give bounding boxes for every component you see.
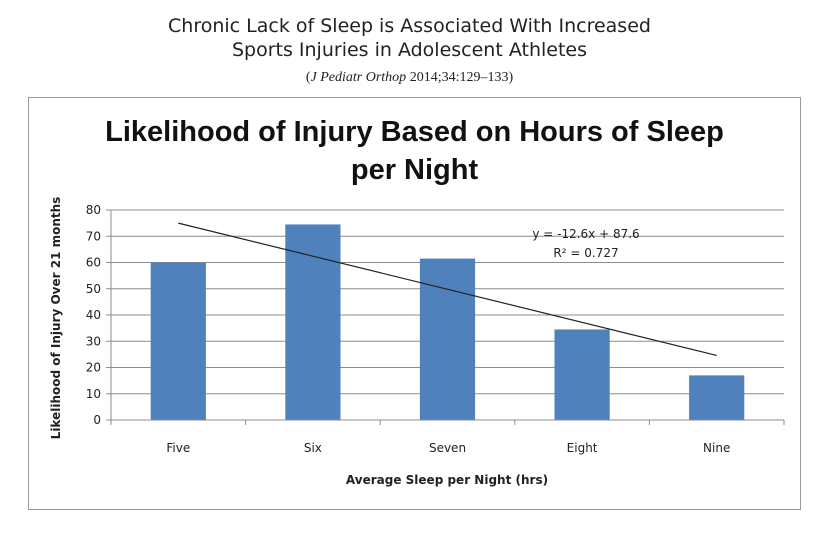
x-tick-labels: Five Six Seven Eight Nine <box>166 441 730 455</box>
bar-six <box>285 224 341 420</box>
x-tick-label: Eight <box>567 441 598 455</box>
chart-frame <box>28 97 801 510</box>
y-tick-label: 30 <box>86 334 101 348</box>
citation-open: ( <box>305 70 311 85</box>
x-tick-label: Five <box>166 441 190 455</box>
bar-nine <box>689 375 745 420</box>
page-title-line-1: Chronic Lack of Sleep is Associated With… <box>168 15 651 37</box>
trendline-group: y = -12.6x + 87.6 R² = 0.727 <box>178 222 717 357</box>
trendline <box>178 222 717 357</box>
bars <box>150 224 745 420</box>
citation: (J Pediatr Orthop 2014;34:129–133) <box>0 70 819 86</box>
axes <box>110 210 785 425</box>
x-tick-label: Nine <box>703 441 730 455</box>
y-tick-label: 80 <box>86 203 101 217</box>
y-tick-label: 40 <box>86 308 101 322</box>
y-tick-label: 50 <box>86 282 101 296</box>
x-tick-label: Seven <box>429 441 466 455</box>
bar-eight <box>554 329 610 420</box>
y-tick-labels: 0 10 20 30 40 50 60 70 80 <box>86 203 101 427</box>
bar-five <box>150 262 206 420</box>
x-tick-label: Six <box>304 441 322 455</box>
y-tick-label: 10 <box>86 387 101 401</box>
bar-seven <box>419 258 476 420</box>
y-tick-label: 20 <box>86 361 101 375</box>
trendline-r-squared: R² = 0.727 <box>553 246 618 260</box>
chart-title-line-1: Likelihood of Injury Based on Hours of S… <box>105 116 724 148</box>
y-axis-label: Likelihood of Injury Over 21 months <box>49 197 63 440</box>
chart-title: Likelihood of Injury Based on Hours of S… <box>28 113 801 189</box>
page-title: Chronic Lack of Sleep is Associated With… <box>0 14 819 62</box>
y-tick-label: 0 <box>93 413 101 427</box>
citation-journal: J Pediatr Orthop <box>310 70 407 85</box>
citation-rest: 2014;34:129–133) <box>406 70 514 85</box>
chart-title-line-2: per Night <box>350 154 479 186</box>
x-axis-label: Average Sleep per Night (hrs) <box>346 473 548 487</box>
page-title-line-2: Sports Injuries in Adolescent Athletes <box>231 39 588 61</box>
y-tick-label: 70 <box>86 229 101 243</box>
y-tick-label: 60 <box>86 256 101 270</box>
trendline-equation: y = -12.6x + 87.6 <box>532 227 639 241</box>
